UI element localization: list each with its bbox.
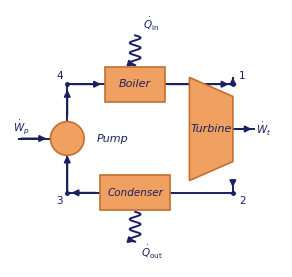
Text: $\dot{W}_p$: $\dot{W}_p$ (13, 119, 29, 137)
Text: Boiler: Boiler (119, 79, 151, 89)
Text: 1: 1 (239, 71, 246, 81)
FancyBboxPatch shape (105, 66, 165, 102)
Text: Turbine: Turbine (190, 124, 232, 134)
Circle shape (51, 122, 84, 155)
Polygon shape (190, 78, 233, 181)
FancyBboxPatch shape (100, 175, 171, 211)
Text: $\dot{Q}_\mathrm{in}$: $\dot{Q}_\mathrm{in}$ (143, 16, 159, 33)
Text: $\dot{Q}_\mathrm{out}$: $\dot{Q}_\mathrm{out}$ (140, 244, 163, 261)
Text: Condenser: Condenser (107, 188, 163, 198)
Text: Pump: Pump (96, 134, 128, 143)
Text: $\dot{W}_t$: $\dot{W}_t$ (256, 120, 271, 137)
Text: 4: 4 (57, 71, 63, 81)
Text: 2: 2 (239, 196, 246, 206)
Text: 3: 3 (57, 196, 63, 206)
